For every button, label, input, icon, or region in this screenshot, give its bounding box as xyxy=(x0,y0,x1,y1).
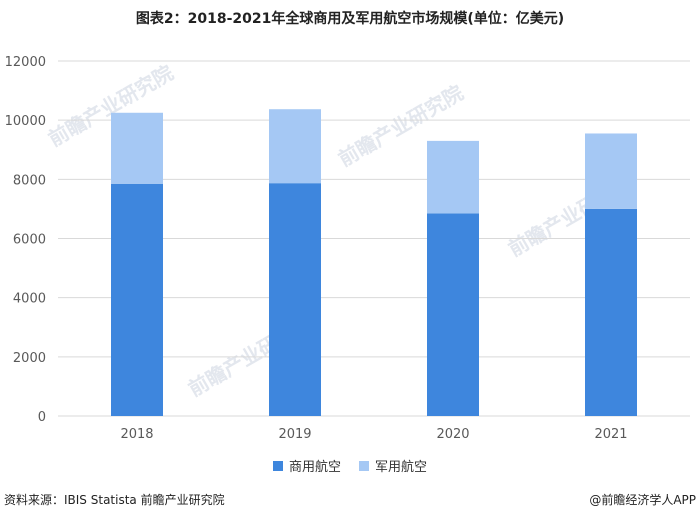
bar-military xyxy=(427,140,479,214)
legend-item-military: 军用航空 xyxy=(359,456,427,475)
x-tick-label: 2019 xyxy=(278,427,311,442)
bar-military xyxy=(585,133,637,209)
y-tick-label: 12000 xyxy=(5,55,46,70)
y-tick-label: 6000 xyxy=(13,233,46,248)
bar-commercial xyxy=(111,183,163,416)
legend-item-commercial: 商用航空 xyxy=(272,456,341,475)
legend-label-military: 军用航空 xyxy=(375,460,428,475)
bar-commercial xyxy=(269,183,321,416)
bar-chart: 0 2000 4000 6000 8000 10000 12000 2018 2019 2020 2… xyxy=(5,55,690,442)
x-tick-label: 2021 xyxy=(594,427,627,442)
legend-swatch-military xyxy=(359,460,369,471)
legend-swatch-commercial xyxy=(272,460,283,471)
credit-text: @前瞻经济学人APP xyxy=(589,493,696,507)
legend: 商用航空 军用航空 xyxy=(0,456,700,475)
bar-commercial xyxy=(585,208,637,416)
bar-commercial xyxy=(427,213,479,416)
bar-military xyxy=(111,112,163,184)
footer: 资料来源：IBIS Statista 前瞻产业研究院 @前瞻经济学人APP xyxy=(0,483,700,513)
x-tick-label: 2020 xyxy=(436,427,469,442)
y-tick-label: 4000 xyxy=(13,292,46,307)
chart-title: 图表2：2018-2021年全球商用及军用航空市场规模(单位：亿美元) xyxy=(135,11,565,27)
chart-area: 0 2000 4000 6000 8000 10000 12000 2018 2019 2020 2… xyxy=(0,40,700,480)
y-tick-label: 0 xyxy=(38,410,46,425)
bar-military xyxy=(269,109,321,184)
y-tick-label: 2000 xyxy=(13,351,46,366)
source-text: 资料来源：IBIS Statista 前瞻产业研究院 xyxy=(4,493,225,507)
y-tick-label: 8000 xyxy=(13,173,46,188)
x-tick-label: 2018 xyxy=(120,427,153,442)
legend-label-commercial: 商用航空 xyxy=(288,460,341,475)
y-tick-label: 10000 xyxy=(5,114,46,129)
